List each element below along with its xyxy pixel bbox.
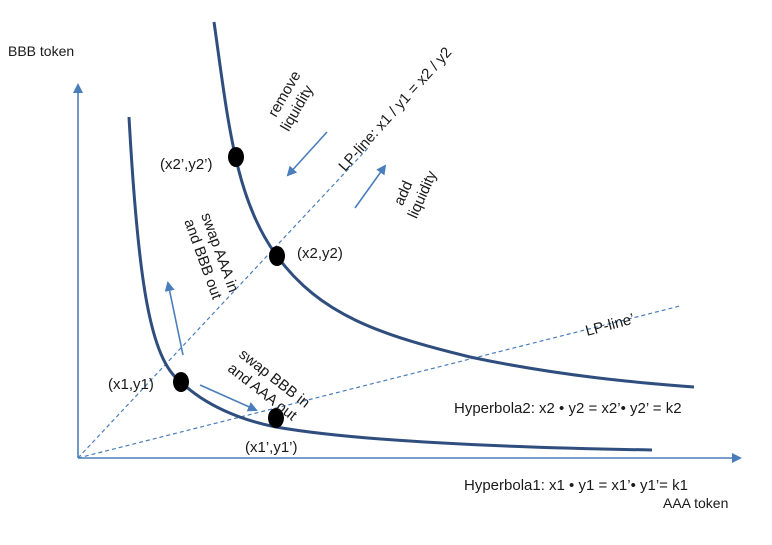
lp-line-prime-label: LP-line’ (584, 310, 637, 339)
point-x2-y2 (269, 246, 285, 266)
y-axis-label: BBB token (8, 43, 74, 59)
swap-bbb-arrow (199, 384, 258, 412)
lp-line (77, 147, 369, 459)
label-x1-y1: (x1,y1) (108, 376, 154, 393)
remove-liquidity-annotation: remove liquidity (265, 68, 318, 134)
remove-liquidity-arrow (286, 131, 328, 177)
add-liquidity-arrow (354, 164, 387, 209)
label-x2-y2: (x2,y2) (297, 245, 343, 262)
point-x2p-y2p (228, 147, 244, 167)
label-x2p-y2p: (x2’,y2’) (160, 156, 213, 173)
add-liquidity-annotation: add liquidity (391, 168, 441, 221)
swap-aaa-arrow (164, 281, 184, 356)
swap-bbb-in-annotation: swap BBB in and AAA out (224, 346, 313, 425)
x-axis-label: AAA token (663, 495, 728, 511)
hyperbola1-curve (127, 116, 653, 452)
hyperbola2-equation: Hyperbola2: x2 • y2 = x2’• y2’ = k2 (454, 400, 682, 417)
point-x1-y1 (173, 372, 189, 392)
swap-aaa-in-annotation: swap AAA in and BBB out (180, 211, 241, 303)
point-x1p-y1p (268, 408, 284, 428)
hyperbola1-equation: Hyperbola1: x1 • y1 = x1’• y1’= k1 (464, 477, 688, 494)
label-x1p-y1p: (x1’,y1’) (245, 439, 298, 456)
lp-line-label: LP-line: x1 / y1 = x2 / y2 (335, 44, 455, 175)
lp-line-prime (77, 305, 681, 459)
